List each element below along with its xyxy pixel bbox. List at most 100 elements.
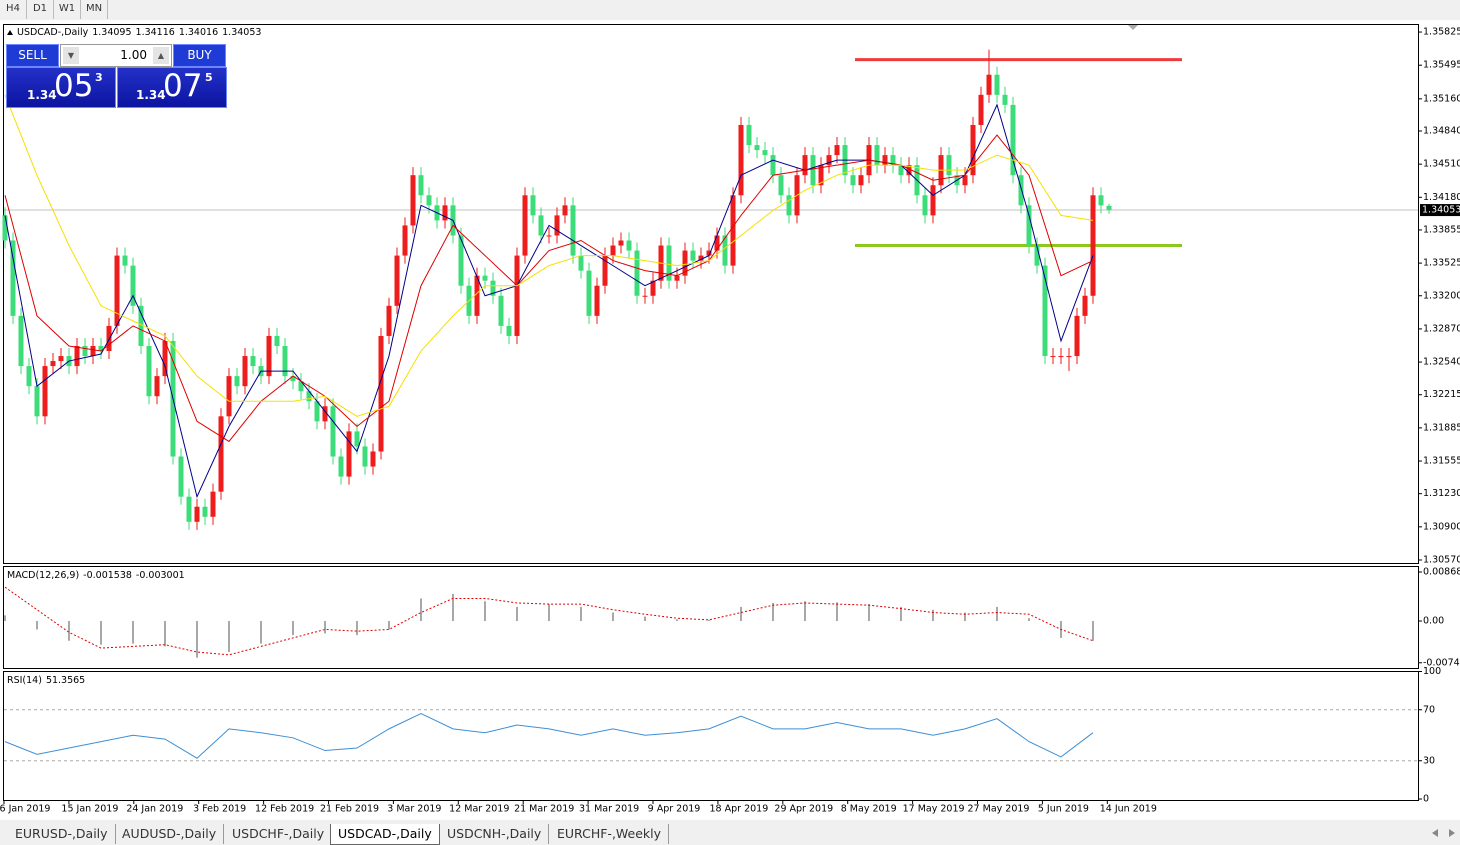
current-price-label: 1.34053 [1422,205,1460,216]
rsi-line [4,713,1094,759]
y-tick-label: 30 [1423,755,1435,766]
candle-body [930,185,936,216]
high-value: 1.34116 [136,27,175,38]
candle-body [130,265,136,306]
macd-signal [4,586,1094,656]
moving-average [4,94,1094,417]
candle-body [730,195,736,266]
candle-body [1034,245,1040,266]
candle-body [298,381,304,392]
candle-body [506,325,512,336]
candle-body [578,255,584,271]
chart-tab[interactable]: EURCHF-,Weekly [550,824,670,844]
candle-body [410,175,416,226]
lot-up[interactable]: ▲ [153,47,169,64]
candle-body [154,376,160,397]
sell-button[interactable]: SELL [6,44,59,67]
x-tick-label: 24 Jan 2019 [126,804,183,815]
macd-header: MACD(12,26,9) -0.001538 -0.003001 [7,570,185,581]
candle-body [666,245,672,281]
candle-body [770,155,776,176]
candle-body [386,305,392,336]
y-tick-label: 1.30900 [1423,521,1460,532]
candle-body [514,255,520,336]
y-tick-label: 1.30570 [1423,554,1460,565]
y-tick-label: 1.32870 [1423,323,1460,334]
candle-body [722,235,728,266]
open-value: 1.34095 [92,27,131,38]
chart-tab[interactable]: AUDUSD-,Daily [115,824,225,844]
y-tick-label: 0.00 [1423,616,1444,627]
candle-body [234,376,240,387]
chart-tab[interactable]: EURUSD-,Daily [8,824,116,844]
macd-signal: -0.003001 [136,570,185,581]
candle-body [146,345,152,397]
candle-body [1010,104,1016,176]
candle-body [10,240,16,316]
candle-body [122,255,128,266]
candle-body [618,240,624,246]
candle-body [314,401,320,422]
buy-button[interactable]: BUY [173,44,226,67]
symbol-title: USDCAD-,Daily [17,27,89,38]
price-panel [3,24,1419,564]
candle-body [426,195,432,206]
candle-body [1098,195,1104,206]
candle-body [786,195,792,216]
timeframe-button[interactable]: MN [81,0,108,19]
candle-body [594,285,600,316]
candle-body [458,235,464,286]
candle-body [562,205,568,216]
y-tick-label: 1.33200 [1423,290,1460,301]
candle-body [818,165,824,186]
candle-body [738,124,744,196]
y-tick-label: 1.33855 [1423,224,1460,235]
timeframe-button[interactable]: H4 [0,0,27,19]
y-tick-label: 1.34840 [1423,125,1460,136]
y-tick-label: 100 [1423,666,1441,677]
tab-scroll-right[interactable] [1449,829,1455,837]
candle-body [890,155,896,166]
x-tick-label: 14 Jun 2019 [1100,804,1157,815]
y-tick-label: 1.35495 [1423,60,1460,71]
candle-body [74,345,80,367]
rsi-title: RSI(14) [7,675,42,686]
candle-body [1050,356,1056,358]
lot-value: 1.00 [120,48,147,62]
y-tick-label: 1.34510 [1423,159,1460,170]
candle-body [338,456,344,477]
current-price-box [1420,204,1460,217]
symbol-icon [7,30,13,35]
candle-body [546,235,552,237]
candle-body [834,145,840,156]
candle-body [194,506,200,522]
lot-box[interactable]: ▼ 1.00 ▲ [60,44,172,67]
candle-body [58,356,64,362]
candle-body [1090,195,1096,296]
x-tick-label: 12 Mar 2019 [449,804,509,815]
x-tick-label: 6 Jan 2019 [0,804,50,815]
ask-fraction: 5 [205,71,213,84]
timeframe-button[interactable]: W1 [54,0,81,19]
candle-body [1002,94,1008,105]
candle-body [266,335,272,377]
candle-body [850,175,856,186]
candle-body [570,205,576,256]
ask-price[interactable]: 1.34 07 5 [117,67,227,108]
timeframe-button[interactable]: D1 [27,0,54,19]
x-tick-label: 5 Jun 2019 [1038,804,1089,815]
candle-body [754,145,760,151]
macd-main: -0.001538 [83,570,132,581]
chart-tab[interactable]: USDCNH-,Daily [440,824,550,844]
chart-tab[interactable]: USDCAD-,Daily [330,824,440,845]
candle-body [50,361,56,367]
candle-body [226,376,232,417]
bid-price[interactable]: 1.34 05 3 [6,67,116,108]
candle-body [586,270,592,316]
candle-body [874,145,880,166]
chart-tab[interactable]: USDCHF-,Daily [225,824,333,844]
tab-scroll-left[interactable] [1432,829,1438,837]
candle-body [706,250,712,256]
candle-body [42,366,48,417]
lot-down[interactable]: ▼ [63,47,79,64]
